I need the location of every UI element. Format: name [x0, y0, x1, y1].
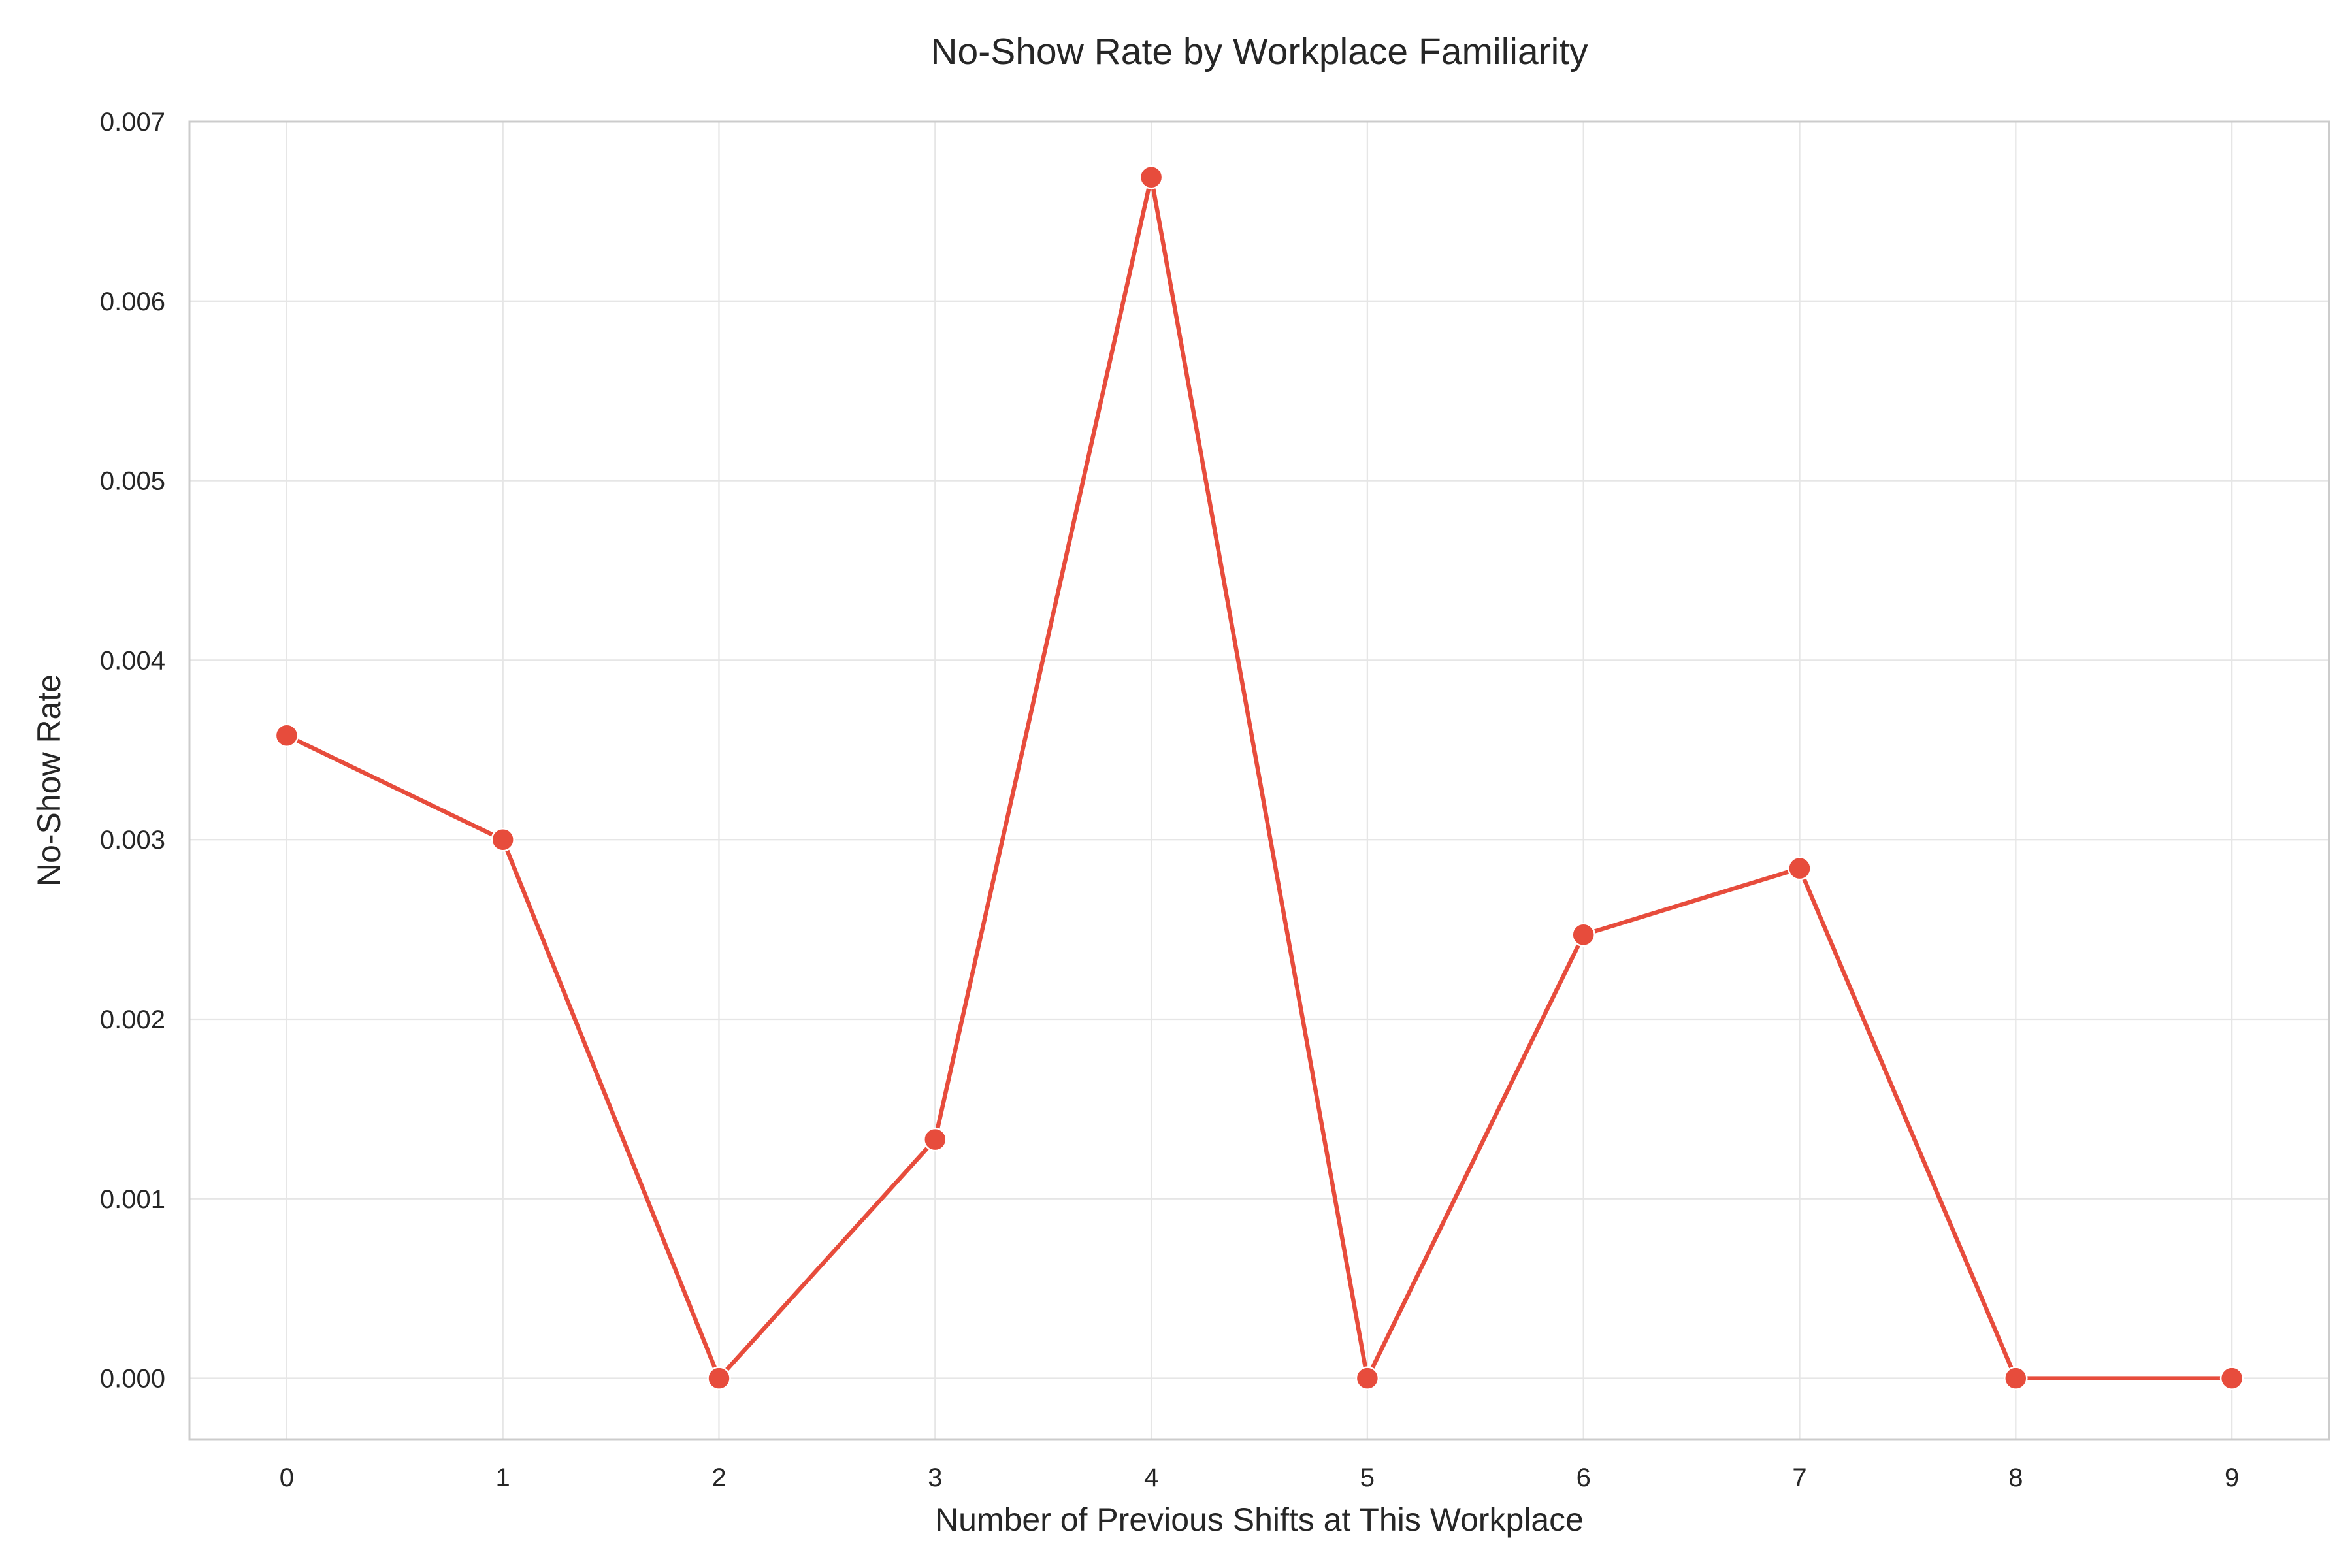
data-point	[1788, 856, 1812, 881]
y-tick-label: 0.005	[100, 467, 165, 496]
data-point	[1139, 165, 1164, 189]
data-point	[707, 1366, 731, 1390]
data-point	[2219, 1366, 2244, 1390]
x-tick-label: 2	[711, 1463, 726, 1492]
y-tick-label: 0.006	[100, 287, 165, 316]
y-tick-label: 0.001	[100, 1185, 165, 1214]
chart-title: No-Show Rate by Workplace Familiarity	[930, 31, 1588, 73]
y-axis-label: No-Show Rate	[31, 674, 67, 887]
data-point	[274, 723, 299, 748]
plot-frame	[188, 120, 2330, 1441]
y-tick-label: 0.000	[100, 1365, 165, 1394]
data-point	[1355, 1366, 1380, 1390]
data-point	[923, 1127, 947, 1152]
data-point	[2004, 1366, 2028, 1390]
x-tick-label: 0	[280, 1463, 294, 1492]
series-layer	[274, 165, 2244, 1390]
x-tick-label: 6	[1576, 1463, 1591, 1492]
x-tick-label: 1	[496, 1463, 510, 1492]
x-axis-label: Number of Previous Shifts at This Workpl…	[935, 1501, 1584, 1538]
x-tick-label: 5	[1360, 1463, 1375, 1492]
y-tick-label: 0.003	[100, 826, 165, 855]
x-tick-label: 9	[2225, 1463, 2239, 1492]
y-tick-label: 0.007	[100, 108, 165, 137]
x-tick-labels: 0 1 2 3 4 5 6 7 8 9	[280, 1463, 2240, 1492]
y-tick-label: 0.004	[100, 646, 165, 675]
data-point	[1571, 923, 1595, 947]
y-tick-labels: 0.000 0.001 0.002 0.003 0.004 0.005 0.006 0.007	[100, 108, 165, 1394]
series-line	[284, 174, 2234, 1380]
x-tick-label: 3	[928, 1463, 942, 1492]
data-point	[491, 827, 515, 852]
x-tick-label: 8	[2008, 1463, 2023, 1492]
x-tick-label: 7	[1792, 1463, 1806, 1492]
y-tick-label: 0.002	[100, 1005, 165, 1034]
x-tick-label: 4	[1144, 1463, 1158, 1492]
